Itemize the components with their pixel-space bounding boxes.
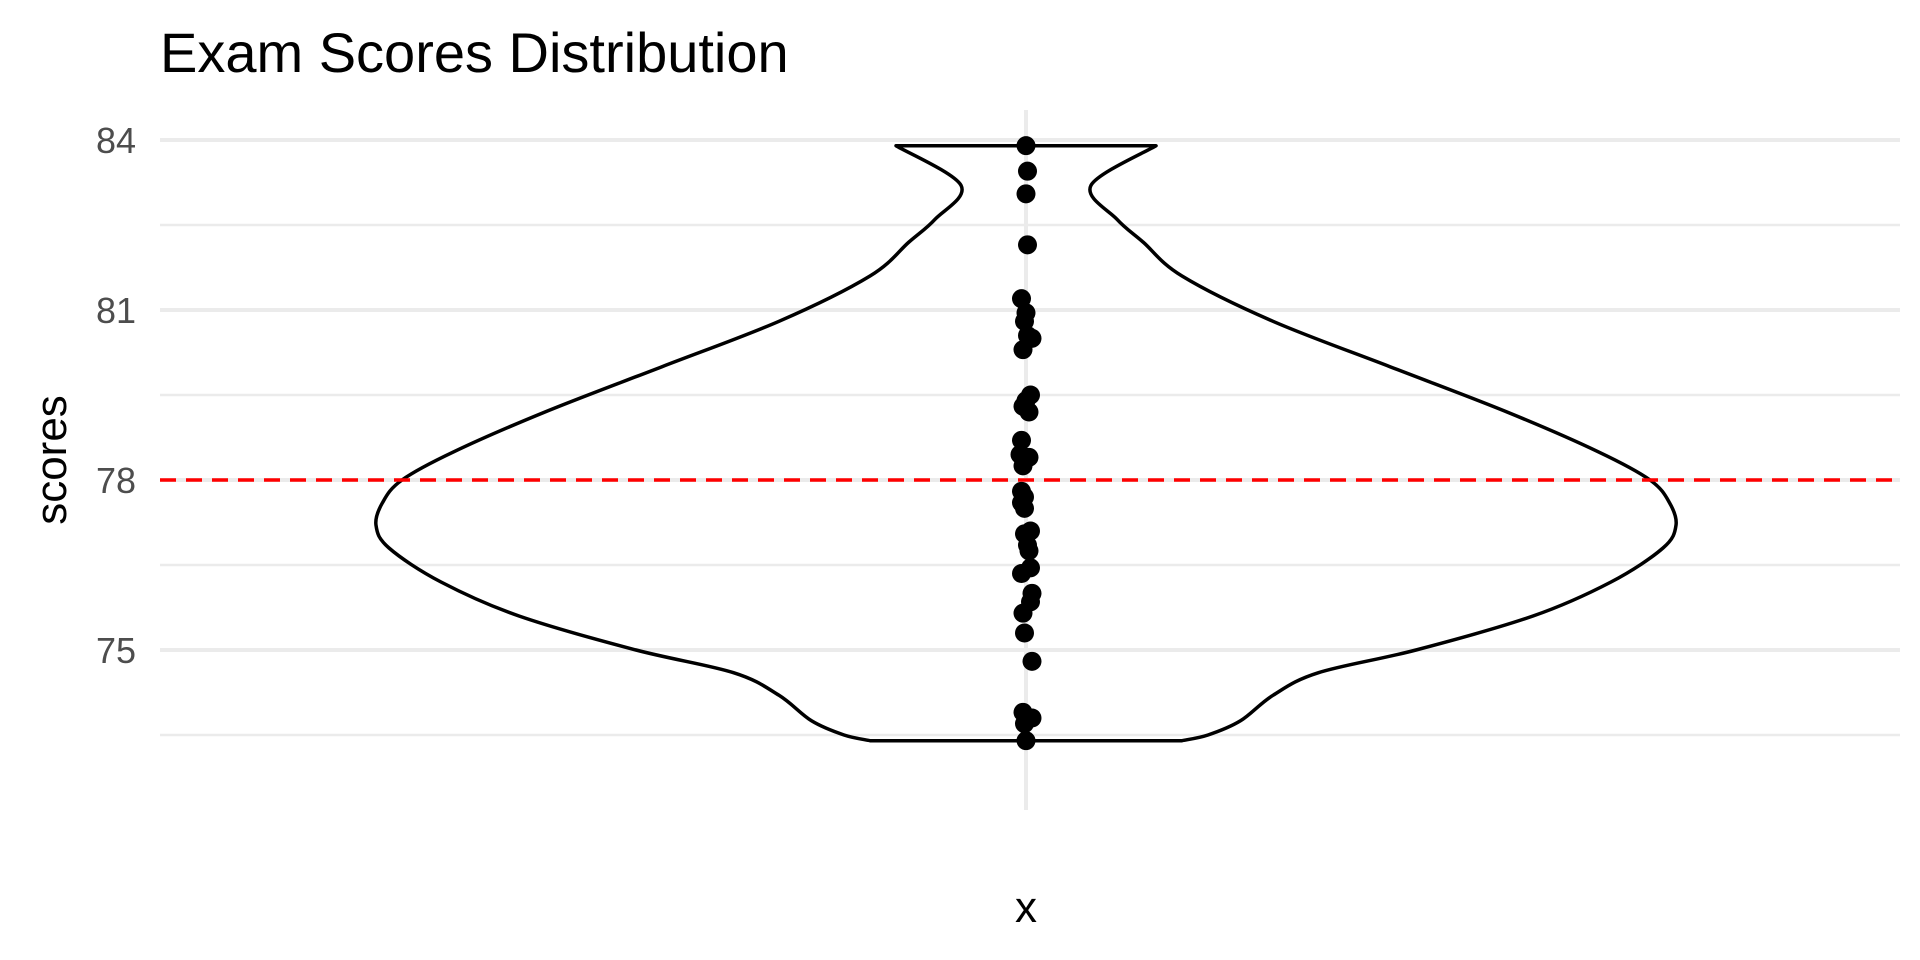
x-axis-title: x xyxy=(1015,883,1037,932)
y-axis-title: scores xyxy=(27,395,76,525)
data-point xyxy=(1012,430,1031,450)
violin-outline xyxy=(374,143,1678,743)
data-point xyxy=(1016,731,1036,751)
data-points xyxy=(1010,136,1042,751)
data-point xyxy=(1015,714,1034,734)
data-point xyxy=(1016,136,1036,156)
data-point xyxy=(1015,498,1034,518)
data-point xyxy=(1018,161,1037,181)
y-tick-labels: 75 78 81 84 xyxy=(96,120,136,671)
y-tick-label: 78 xyxy=(96,460,136,501)
data-point xyxy=(1019,402,1039,422)
data-point xyxy=(1015,311,1034,331)
y-tick-label: 75 xyxy=(96,630,136,671)
data-point xyxy=(1012,564,1031,583)
data-point xyxy=(1016,184,1036,204)
y-tick-label: 84 xyxy=(96,120,136,161)
data-point xyxy=(1015,623,1034,643)
chart-title: Exam Scores Distribution xyxy=(160,21,789,84)
data-point xyxy=(1013,340,1033,360)
data-point xyxy=(1013,456,1033,476)
data-point xyxy=(1019,541,1039,561)
data-point xyxy=(1018,235,1037,255)
y-tick-label: 81 xyxy=(96,290,136,331)
violin-layer xyxy=(374,143,1678,743)
data-point xyxy=(1013,603,1033,623)
data-point xyxy=(1022,651,1042,671)
